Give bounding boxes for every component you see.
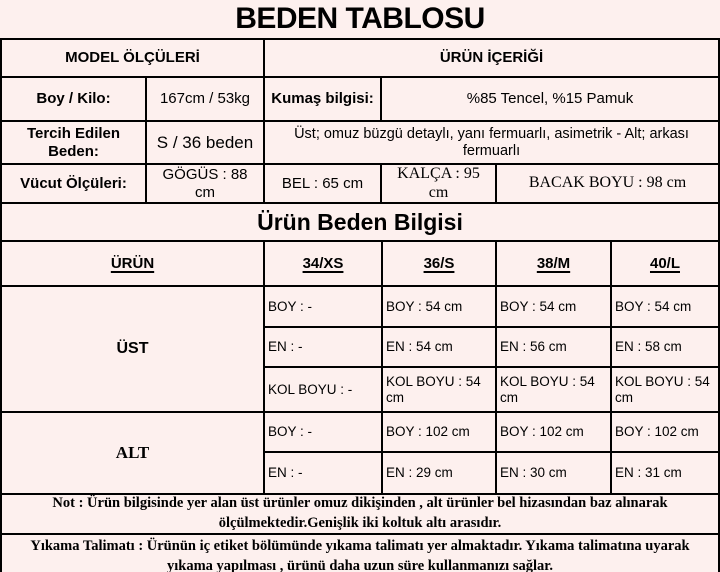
- ust-kolboyu-34xs: KOL BOYU : -: [265, 368, 383, 411]
- size-col-34xs: 34/XS: [265, 242, 383, 285]
- ust-en-34xs: EN : -: [265, 328, 383, 366]
- ust-group-label: ÜST: [2, 287, 265, 411]
- ust-kolboyu-38m: KOL BOYU : 54 cm: [497, 368, 612, 411]
- ust-boy-row: BOY : - BOY : 54 cm BOY : 54 cm BOY : 54…: [265, 287, 718, 328]
- alt-boy-34xs: BOY : -: [265, 413, 383, 451]
- alt-group-rows: BOY : - BOY : 102 cm BOY : 102 cm BOY : …: [265, 413, 718, 493]
- alt-en-36s: EN : 29 cm: [383, 453, 497, 493]
- alt-group-label: ALT: [2, 413, 265, 493]
- gogus-value: GÖGÜS : 88 cm: [147, 165, 265, 202]
- boy-kilo-label: Boy / Kilo:: [2, 78, 147, 120]
- washing-instructions-note: Yıkama Talimatı : Ürünün iç etiket bölüm…: [30, 537, 690, 572]
- ust-kolboyu-36s: KOL BOYU : 54 cm: [383, 368, 497, 411]
- size-col-40l: 40/L: [649, 254, 680, 272]
- ust-en-36s: EN : 54 cm: [383, 328, 497, 366]
- measurement-note: Not : Ürün bilgisinde yer alan üst ürünl…: [2, 495, 718, 535]
- size-col-36s: 36/S: [383, 242, 497, 285]
- boy-kilo-row: Boy / Kilo: 167cm / 53kg Kumaş bilgisi: …: [2, 78, 718, 122]
- bel-value: BEL : 65 cm: [265, 165, 382, 202]
- size-col-urun: ÜRÜN: [2, 242, 265, 285]
- ust-boy-36s: BOY : 54 cm: [383, 287, 497, 326]
- ust-group: ÜST BOY : - BOY : 54 cm BOY : 54 cm BOY …: [2, 287, 718, 413]
- ust-group-rows: BOY : - BOY : 54 cm BOY : 54 cm BOY : 54…: [265, 287, 718, 411]
- size-chart-table: MODEL ÖLÇÜLERİ ÜRÜN İÇERİĞİ Boy / Kilo: …: [0, 38, 720, 572]
- ust-boy-40l: BOY : 54 cm: [615, 298, 692, 314]
- kumas-bilgisi-label: Kumaş bilgisi:: [265, 78, 382, 120]
- bacak-boyu-value: BACAK BOYU : 98 cm: [528, 174, 687, 192]
- alt-boy-36s: BOY : 102 cm: [383, 413, 497, 451]
- size-col-38m: 38/M: [497, 242, 612, 285]
- ust-en-40l: EN : 58 cm: [615, 339, 682, 355]
- ust-en-38m: EN : 56 cm: [497, 328, 612, 366]
- alt-en-row: EN : - EN : 29 cm EN : 30 cm EN : 31 cm: [265, 453, 718, 493]
- header-model-olculeri: MODEL ÖLÇÜLERİ: [2, 40, 265, 76]
- alt-boy-row: BOY : - BOY : 102 cm BOY : 102 cm BOY : …: [265, 413, 718, 453]
- tercih-beden-row: Tercih Edilen Beden: S / 36 beden Üst; o…: [2, 122, 718, 165]
- alt-en-38m: EN : 30 cm: [497, 453, 612, 493]
- tercih-beden-value: S / 36 beden: [147, 122, 265, 163]
- ust-boy-38m: BOY : 54 cm: [497, 287, 612, 326]
- size-section-title: Ürün Beden Bilgisi: [2, 204, 718, 242]
- model-header-row: MODEL ÖLÇÜLERİ ÜRÜN İÇERİĞİ: [2, 40, 718, 78]
- alt-en-34xs: EN : -: [265, 453, 383, 493]
- vucut-olculeri-row: Vücut Ölçüleri: GÖGÜS : 88 cm BEL : 65 c…: [2, 165, 718, 204]
- ust-kolboyu-row: KOL BOYU : - KOL BOYU : 54 cm KOL BOYU :…: [265, 368, 718, 411]
- kumas-bilgisi-value: %85 Tencel, %15 Pamuk: [466, 90, 634, 108]
- ust-en-row: EN : - EN : 54 cm EN : 56 cm EN : 58 cm: [265, 328, 718, 368]
- vucut-olculeri-label: Vücut Ölçüleri:: [2, 165, 147, 202]
- kalca-value: KALÇA : 95 cm: [382, 165, 497, 202]
- alt-boy-38m: BOY : 102 cm: [497, 413, 612, 451]
- page-title: BEDEN TABLOSU: [235, 2, 485, 35]
- alt-boy-40l: BOY : 102 cm: [615, 424, 699, 440]
- urun-description: Üst; omuz büzgü detaylı, yanı fermuarlı,…: [294, 125, 689, 159]
- alt-en-40l: EN : 31 cm: [615, 465, 682, 481]
- tercih-beden-label: Tercih Edilen Beden:: [2, 122, 147, 163]
- alt-group: ALT BOY : - BOY : 102 cm BOY : 102 cm BO…: [2, 413, 718, 495]
- ust-kolboyu-40l: KOL BOYU : 54 cm: [615, 373, 710, 405]
- ust-boy-34xs: BOY : -: [265, 287, 383, 326]
- size-header-row: ÜRÜN 34/XS 36/S 38/M 40/L: [2, 242, 718, 287]
- boy-kilo-value: 167cm / 53kg: [147, 78, 265, 120]
- header-urun-icerigi: ÜRÜN İÇERİĞİ: [439, 49, 544, 67]
